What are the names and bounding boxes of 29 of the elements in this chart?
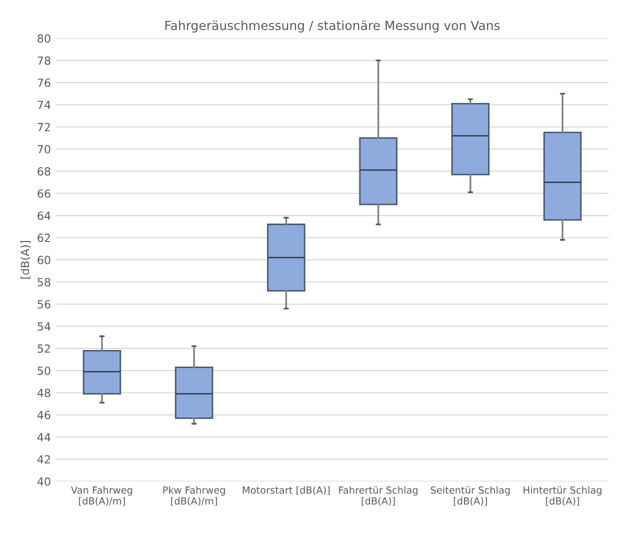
x-tick-label: Hintertür Schlag [dB(A)] xyxy=(524,486,602,506)
y-tick-label: 60 xyxy=(38,256,50,264)
y-tick-label: 44 xyxy=(37,433,50,442)
x-tick-label: Pkw Fahrweg [dB(A)/m] xyxy=(163,486,225,506)
y-tick-label: 42 xyxy=(37,455,50,464)
y-tick-label: 72 xyxy=(38,122,50,132)
y-tick-label: 74 xyxy=(38,100,50,109)
y-tick-label: 56 xyxy=(38,300,50,309)
y-tick-label: 80 xyxy=(38,34,50,43)
y-tick-label: 66 xyxy=(38,189,50,198)
y-tick-label: 70 xyxy=(38,145,50,154)
y-tick-label: 54 xyxy=(38,322,50,331)
x-tick-label: Fahrertür Schlag [dB(A)] xyxy=(339,486,418,506)
y-tick-label: 76 xyxy=(38,78,50,87)
x-tick-label: Motorstart [dB(A)] xyxy=(242,486,330,495)
y-tick-label: 50 xyxy=(38,366,50,375)
x-tick-label: Seitentür Schlag [dB(A)] xyxy=(430,486,510,506)
chart-title: Fahrgeräuschmessung / stationäre Messung von Vans xyxy=(165,20,500,33)
y-tick-label: 48 xyxy=(37,388,50,398)
y-tick-label: 68 xyxy=(38,167,50,176)
y-axis-title: [dB(A)] xyxy=(20,240,30,279)
y-tick-label: 52 xyxy=(38,344,50,353)
y-tick-label: 40 xyxy=(37,477,50,486)
y-tick-label: 78 xyxy=(38,56,50,65)
y-tick-label: 62 xyxy=(38,234,50,242)
y-tick-label: 58 xyxy=(38,278,50,286)
y-tick-label: 64 xyxy=(38,211,50,220)
y-tick-label: 46 xyxy=(37,410,50,420)
x-tick-label: Van Fahrweg [dB(A)/m] xyxy=(71,486,132,506)
